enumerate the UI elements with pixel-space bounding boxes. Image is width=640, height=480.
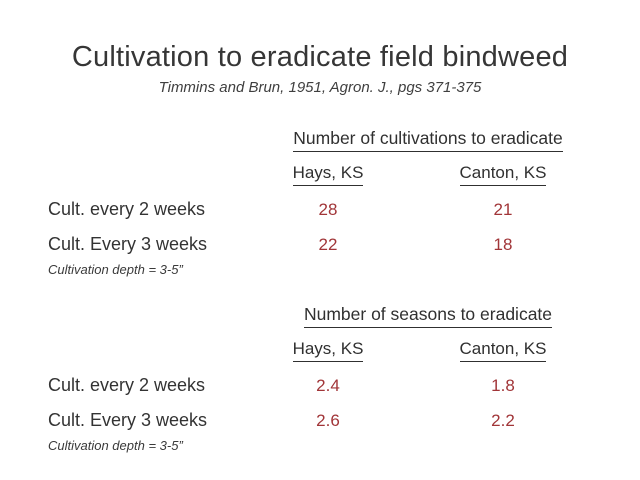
column-header-hays: Hays, KS bbox=[253, 156, 403, 192]
value-seasons-canton-3wk: 2.2 bbox=[491, 410, 515, 430]
spacer-cell bbox=[48, 156, 253, 192]
spacer-cell bbox=[48, 124, 253, 156]
value-cultivations-hays-3wk: 22 bbox=[318, 234, 338, 254]
slide-citation: Timmins and Brun, 1951, Agron. J., pgs 3… bbox=[158, 79, 482, 96]
value-seasons-canton-2wk: 1.8 bbox=[491, 375, 515, 395]
value-cultivations-hays-2wk: 28 bbox=[318, 199, 338, 219]
value-seasons-hays-2wk: 2.4 bbox=[316, 375, 340, 395]
seasons-header-text: Number of seasons to eradicate bbox=[303, 304, 553, 328]
row-label-every-3-weeks: Cult. Every 3 weeks bbox=[48, 234, 208, 254]
cultivations-table: Number of cultivations to eradicate Hays… bbox=[0, 124, 640, 282]
seasons-table-header: Number of seasons to eradicate bbox=[253, 300, 603, 332]
spacer-cell bbox=[48, 300, 253, 332]
value-cultivations-canton-2wk: 21 bbox=[493, 199, 513, 219]
column-header-canton: Canton, KS bbox=[403, 332, 603, 368]
spacer-cell bbox=[48, 332, 253, 368]
cultivations-header-text: Number of cultivations to eradicate bbox=[293, 128, 563, 152]
seasons-table: Number of seasons to eradicate Hays, KS … bbox=[0, 300, 640, 458]
value-seasons-hays-3wk: 2.6 bbox=[316, 410, 340, 430]
cultivation-depth-note: Cultivation depth = 3-5” bbox=[48, 438, 183, 453]
row-label-every-2-weeks: Cult. every 2 weeks bbox=[48, 199, 206, 219]
cultivations-table-header: Number of cultivations to eradicate bbox=[253, 124, 603, 156]
slide-title: Cultivation to eradicate field bindweed bbox=[71, 41, 569, 73]
column-header-hays: Hays, KS bbox=[253, 332, 403, 368]
column-header-canton: Canton, KS bbox=[403, 156, 603, 192]
cultivation-depth-note: Cultivation depth = 3-5” bbox=[48, 262, 183, 277]
value-cultivations-canton-3wk: 18 bbox=[493, 234, 513, 254]
row-label-every-3-weeks: Cult. Every 3 weeks bbox=[48, 410, 208, 430]
row-label-every-2-weeks: Cult. every 2 weeks bbox=[48, 375, 206, 395]
